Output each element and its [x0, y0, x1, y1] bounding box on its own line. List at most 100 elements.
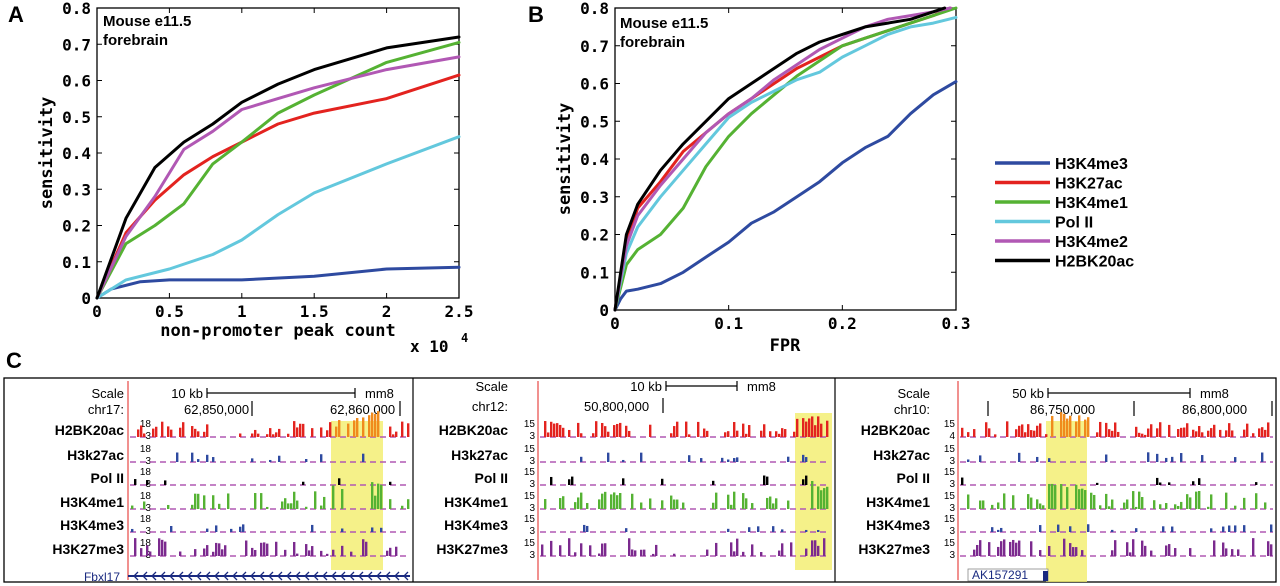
chart-a-x-tick-label: 2.5 — [445, 302, 474, 321]
signal-bar — [1132, 539, 1135, 556]
signal-bar — [374, 495, 377, 509]
signal-bar — [613, 492, 616, 509]
signal-bar — [266, 434, 269, 437]
scale-bar-label: 10 kb — [171, 386, 203, 401]
signal-bar — [1207, 506, 1210, 509]
track-ymin: 3 — [145, 550, 151, 561]
signal-bar — [212, 495, 215, 509]
chart-b-y-tick-label: 0.4 — [580, 150, 609, 169]
signal-bar — [1069, 415, 1072, 437]
signal-bar — [973, 549, 976, 556]
legend-label: H3K4me1 — [1055, 195, 1128, 212]
signal-bar — [559, 424, 562, 437]
signal-bar — [619, 493, 622, 509]
signal-bar — [640, 452, 643, 462]
signal-bar — [371, 482, 374, 509]
signal-bar — [631, 493, 634, 509]
signal-bar — [1222, 526, 1225, 532]
signal-bar — [673, 553, 676, 556]
signal-bar — [1087, 417, 1090, 437]
signal-bar — [625, 425, 628, 437]
signal-bar — [1108, 506, 1111, 509]
signal-bar — [1168, 424, 1171, 437]
signal-bar — [158, 538, 161, 556]
signal-bar — [134, 479, 137, 485]
signal-bar — [1006, 421, 1009, 437]
signal-bar — [254, 493, 257, 509]
chart-b-series-pol-ii — [613, 15, 958, 312]
strand-arrow-icon — [214, 571, 220, 581]
signal-bar — [817, 545, 820, 556]
track-ymin: 3 — [529, 431, 535, 442]
track-label: H2BK20ac — [55, 422, 124, 438]
signal-bar — [1210, 428, 1213, 437]
signal-bar — [553, 423, 556, 437]
signal-bar — [961, 477, 964, 485]
signal-bar — [275, 541, 278, 556]
signal-bar — [1000, 527, 1003, 532]
signal-bar — [302, 423, 305, 437]
signal-bar — [1114, 540, 1117, 556]
signal-bar — [802, 454, 805, 462]
signal-bar — [571, 476, 574, 485]
signal-bar — [628, 430, 631, 437]
signal-bar — [206, 545, 209, 556]
signal-bar — [592, 433, 595, 437]
signal-bar — [167, 426, 170, 437]
signal-bar — [1243, 497, 1246, 509]
assembly-label: mm8 — [1200, 386, 1229, 401]
signal-bar — [577, 497, 580, 509]
signal-bar — [817, 486, 820, 509]
signal-bar — [305, 544, 308, 556]
signal-bar — [1141, 433, 1144, 437]
signal-bar — [1084, 490, 1087, 509]
signal-bar — [1180, 453, 1183, 462]
signal-bar — [685, 421, 688, 437]
signal-bar — [1156, 428, 1159, 437]
signal-bar — [1018, 452, 1021, 462]
signal-bar — [589, 545, 592, 556]
chromosome-label: chr17: — [88, 402, 124, 417]
signal-bar — [1180, 427, 1183, 437]
signal-bar — [1141, 540, 1144, 556]
signal-bar — [643, 549, 646, 556]
chart-a-series-h3k27ac — [95, 73, 461, 300]
signal-bar — [296, 427, 299, 437]
signal-bar — [1228, 423, 1231, 437]
signal-bar — [805, 548, 808, 556]
signal-bar — [1099, 505, 1102, 509]
signal-bar — [224, 545, 227, 556]
signal-bar — [1036, 425, 1039, 437]
signal-bar — [781, 529, 784, 532]
signal-bar — [1024, 432, 1027, 437]
signal-bar — [733, 491, 736, 509]
strand-arrow-icon — [349, 571, 355, 581]
chart-a-y-tick-label: 0.7 — [62, 35, 91, 54]
signal-bar — [1228, 525, 1231, 532]
strand-arrow-icon — [223, 571, 229, 581]
signal-bar — [1135, 506, 1138, 509]
signal-bar — [1189, 497, 1192, 509]
signal-bar — [676, 499, 679, 509]
signal-bar — [808, 418, 811, 437]
signal-bar — [1246, 423, 1249, 437]
signal-bar — [1090, 492, 1093, 509]
signal-bar — [811, 416, 814, 437]
strand-arrow-icon — [187, 571, 193, 581]
signal-bar — [1036, 499, 1039, 509]
signal-bar — [1111, 550, 1114, 556]
signal-bar — [137, 429, 140, 437]
signal-bar — [194, 428, 197, 437]
signal-bar — [206, 454, 209, 462]
signal-bar — [170, 429, 173, 437]
signal-bar — [742, 493, 745, 509]
signal-bar — [1054, 485, 1057, 509]
signal-bar — [811, 480, 814, 509]
signal-bar — [1030, 541, 1033, 556]
signal-bar — [1096, 482, 1099, 485]
signal-bar — [1009, 541, 1012, 556]
chart-a-y-tick-label: 0.3 — [62, 180, 91, 199]
signal-bar — [320, 454, 323, 462]
track-ymax: 15 — [944, 538, 956, 549]
signal-bar — [601, 493, 604, 509]
